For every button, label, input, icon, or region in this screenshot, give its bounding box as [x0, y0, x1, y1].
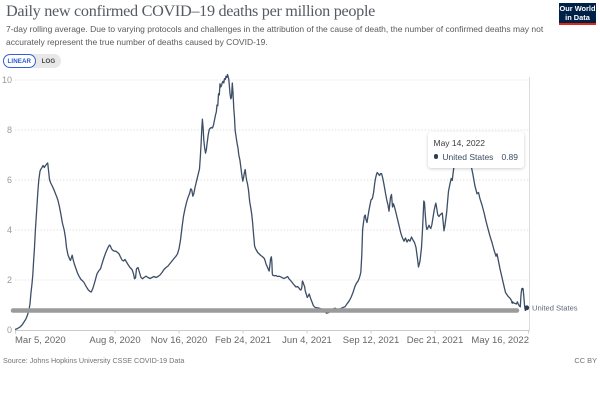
svg-text:May 16, 2022: May 16, 2022: [471, 335, 529, 346]
svg-text:0: 0: [7, 325, 12, 335]
svg-text:Mar 5, 2020: Mar 5, 2020: [15, 335, 66, 346]
svg-text:Aug 8, 2020: Aug 8, 2020: [89, 335, 140, 346]
svg-text:Sep 12, 2021: Sep 12, 2021: [343, 335, 400, 346]
svg-text:Nov 16, 2020: Nov 16, 2020: [151, 335, 208, 346]
svg-text:Dec 21, 2021: Dec 21, 2021: [407, 335, 464, 346]
svg-text:2: 2: [7, 275, 12, 285]
svg-text:10: 10: [2, 75, 12, 85]
svg-text:Jun 4, 2021: Jun 4, 2021: [282, 335, 332, 346]
svg-text:8: 8: [7, 125, 12, 135]
svg-text:4: 4: [7, 225, 12, 235]
svg-text:Feb 24, 2021: Feb 24, 2021: [215, 335, 271, 346]
svg-text:United States: United States: [532, 304, 578, 313]
svg-text:6: 6: [7, 175, 12, 185]
